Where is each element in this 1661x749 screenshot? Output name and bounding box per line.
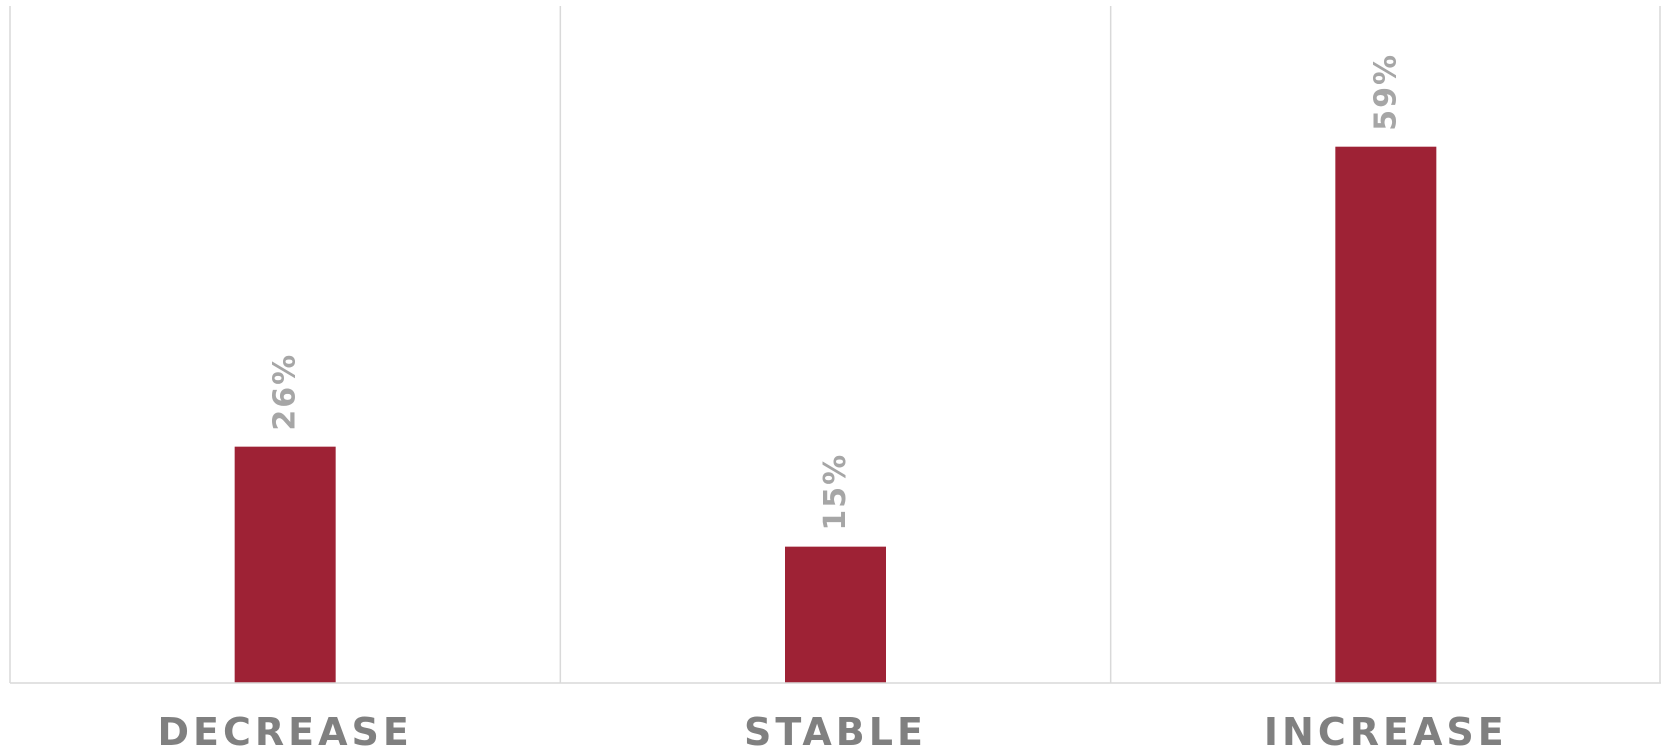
bar-increase <box>1335 146 1437 683</box>
category-label-increase: INCREASE <box>1264 710 1508 749</box>
bar-decrease <box>234 446 336 683</box>
category-label-decrease: DECREASE <box>157 710 412 749</box>
bars <box>234 146 1437 683</box>
data-label-increase: 59% <box>1368 53 1403 131</box>
data-label-stable: 15% <box>818 453 853 531</box>
data-labels: 26% 15% 59% <box>268 53 1404 531</box>
bar-stable <box>785 546 886 683</box>
data-label-decrease: 26% <box>268 353 303 431</box>
category-labels: DECREASE STABLE INCREASE <box>157 710 1508 749</box>
category-label-stable: STABLE <box>744 710 927 749</box>
gridlines <box>9 6 1661 683</box>
